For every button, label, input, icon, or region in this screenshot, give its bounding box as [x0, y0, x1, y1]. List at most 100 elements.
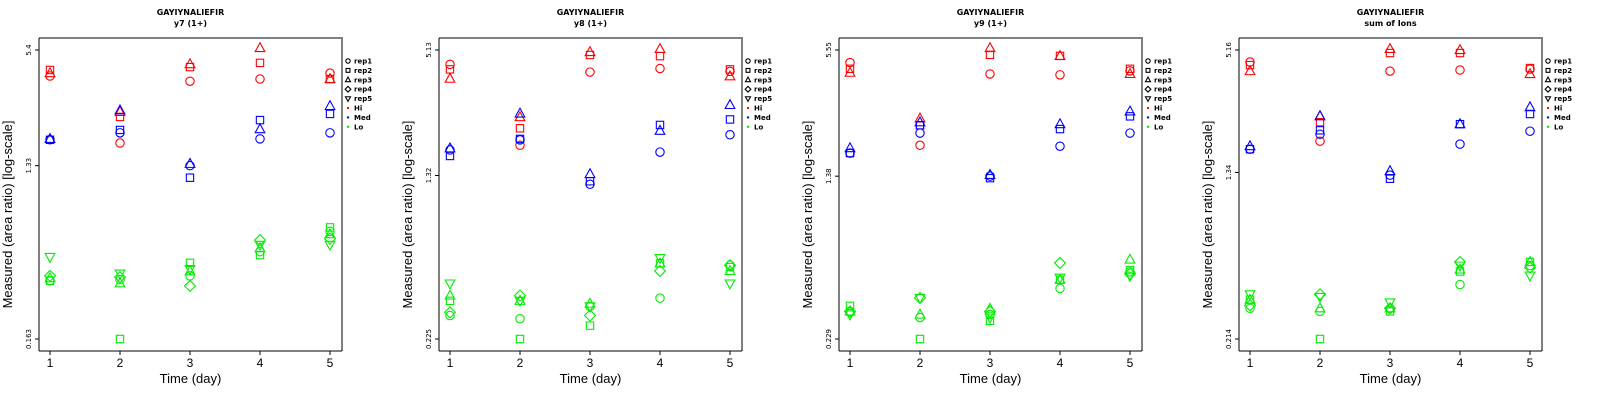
- data-point-hi-rep1: [115, 138, 125, 148]
- data-point-hi-rep2: [725, 65, 735, 74]
- data-point-lo-rep1: [185, 271, 195, 281]
- data-point-hi-rep2: [1315, 117, 1325, 127]
- y-tick-label: 0.214: [1225, 328, 1233, 349]
- data-point-hi-rep2: [655, 51, 665, 61]
- data-point-med-rep1: [915, 128, 925, 138]
- data-point-med-rep2: [1525, 109, 1535, 119]
- data-point-med-rep2: [255, 115, 265, 125]
- data-point-hi-rep2: [185, 62, 195, 72]
- data-point-lo-rep5: [1524, 271, 1536, 283]
- chart-subtitle: y8 (1+): [574, 19, 607, 28]
- chart-subtitle: y9 (1+): [974, 19, 1007, 28]
- data-point-lo-rep3: [914, 308, 926, 319]
- legend-label: rep3: [354, 76, 372, 84]
- data-point-lo-rep4: [723, 258, 737, 272]
- legend-label: rep5: [754, 95, 772, 103]
- x-tick-label: 2: [1317, 356, 1324, 370]
- data-point-hi-rep3: [584, 45, 596, 57]
- data-point-lo-rep1: [515, 314, 525, 324]
- legend-marker-rep3: [1544, 75, 1552, 83]
- data-point-med-rep3: [914, 115, 926, 127]
- data-point-lo-rep4: [513, 289, 527, 302]
- legend-label: rep3: [1554, 76, 1572, 84]
- y-tick-label: 0.225: [425, 329, 433, 349]
- data-point-med-rep2: [185, 173, 195, 182]
- x-tick-label: 2: [117, 356, 124, 370]
- data-point-lo-rep1: [1455, 279, 1465, 290]
- data-point-lo-rep4: [583, 309, 597, 322]
- plot-frame: [1239, 37, 1543, 351]
- data-point-lo-rep2: [325, 223, 335, 232]
- data-point-lo-rep3: [114, 276, 126, 288]
- x-tick-label: 1: [1247, 356, 1254, 370]
- data-point-lo-rep4: [843, 305, 857, 318]
- data-point-med-rep3: [1054, 117, 1066, 129]
- data-point-hi-rep3: [184, 57, 196, 69]
- data-point-med-rep2: [1315, 126, 1325, 135]
- legend-marker-rep4: [1544, 85, 1552, 93]
- data-point-lo-rep5: [514, 296, 526, 308]
- data-point-med-rep1: [1125, 128, 1135, 138]
- data-point-lo-rep5: [1054, 273, 1066, 285]
- legend-label: rep5: [354, 95, 372, 103]
- legend-label: rep2: [354, 67, 372, 75]
- data-point-med-rep3: [514, 107, 526, 118]
- data-point-hi-rep2: [1525, 63, 1535, 73]
- data-point-lo-rep5: [914, 293, 926, 305]
- data-point-hi-rep2: [845, 64, 855, 74]
- data-point-lo-rep5: [844, 310, 856, 321]
- data-point-hi-rep1: [1455, 65, 1465, 75]
- data-point-med-rep3: [654, 124, 666, 135]
- legend-label: rep1: [1554, 58, 1572, 66]
- legend-marker-rep3: [744, 75, 752, 83]
- data-point-hi-rep3: [1124, 67, 1136, 79]
- data-point-med-rep3: [1454, 117, 1466, 129]
- data-point-med-rep3: [1524, 100, 1536, 112]
- x-tick-label: 1: [47, 356, 54, 370]
- data-point-lo-rep4: [253, 233, 267, 247]
- data-point-med-rep1: [1455, 139, 1465, 149]
- legend-label: Hi: [1154, 105, 1162, 113]
- y-axis-title: Measured (area ratio) [log-scale]: [400, 121, 415, 309]
- data-point-med-rep2: [515, 134, 525, 144]
- data-point-hi-rep3: [724, 69, 736, 81]
- data-point-lo-rep5: [184, 265, 196, 276]
- legend-marker-rep1: [1545, 58, 1551, 64]
- data-point-hi-rep3: [1244, 64, 1256, 76]
- data-point-med-rep2: [325, 109, 335, 119]
- legend-marker-rep2: [345, 67, 351, 73]
- data-point-hi-rep1: [1055, 70, 1065, 80]
- x-tick-label: 3: [187, 356, 194, 370]
- data-point-lo-rep3: [444, 289, 456, 300]
- chart-subtitle: y7 (1+): [174, 19, 207, 28]
- data-point-med-rep3: [1314, 109, 1326, 121]
- legend-label: rep5: [1554, 95, 1572, 103]
- data-point-lo-rep5: [1314, 292, 1326, 304]
- data-point-med-rep3: [844, 141, 856, 153]
- data-point-hi-rep2: [45, 65, 55, 75]
- legend-marker-rep1: [345, 58, 351, 64]
- data-point-lo-rep5: [44, 252, 56, 264]
- data-point-hi-rep2: [255, 58, 265, 68]
- data-point-hi-rep2: [1385, 48, 1395, 58]
- legend-label: rep4: [354, 86, 372, 94]
- data-point-med-rep1: [845, 148, 855, 158]
- data-point-med-rep3: [324, 99, 336, 111]
- data-point-lo-rep4: [323, 232, 337, 245]
- data-point-med-rep3: [184, 157, 196, 168]
- data-point-lo-rep2: [515, 334, 525, 344]
- data-point-med-rep2: [1125, 112, 1135, 121]
- data-point-lo-rep2: [445, 296, 455, 306]
- legend-marker-rep1: [1145, 58, 1151, 64]
- data-point-med-rep3: [44, 132, 56, 143]
- data-point-med-rep1: [655, 147, 665, 157]
- data-point-lo-rep1: [445, 310, 455, 321]
- chart-subtitle: sum of Ions: [1364, 19, 1417, 28]
- x-tick-label: 4: [1457, 356, 1464, 370]
- legend-label: rep3: [1154, 76, 1172, 84]
- data-point-lo-rep2: [585, 321, 595, 330]
- data-point-med-rep3: [984, 168, 996, 179]
